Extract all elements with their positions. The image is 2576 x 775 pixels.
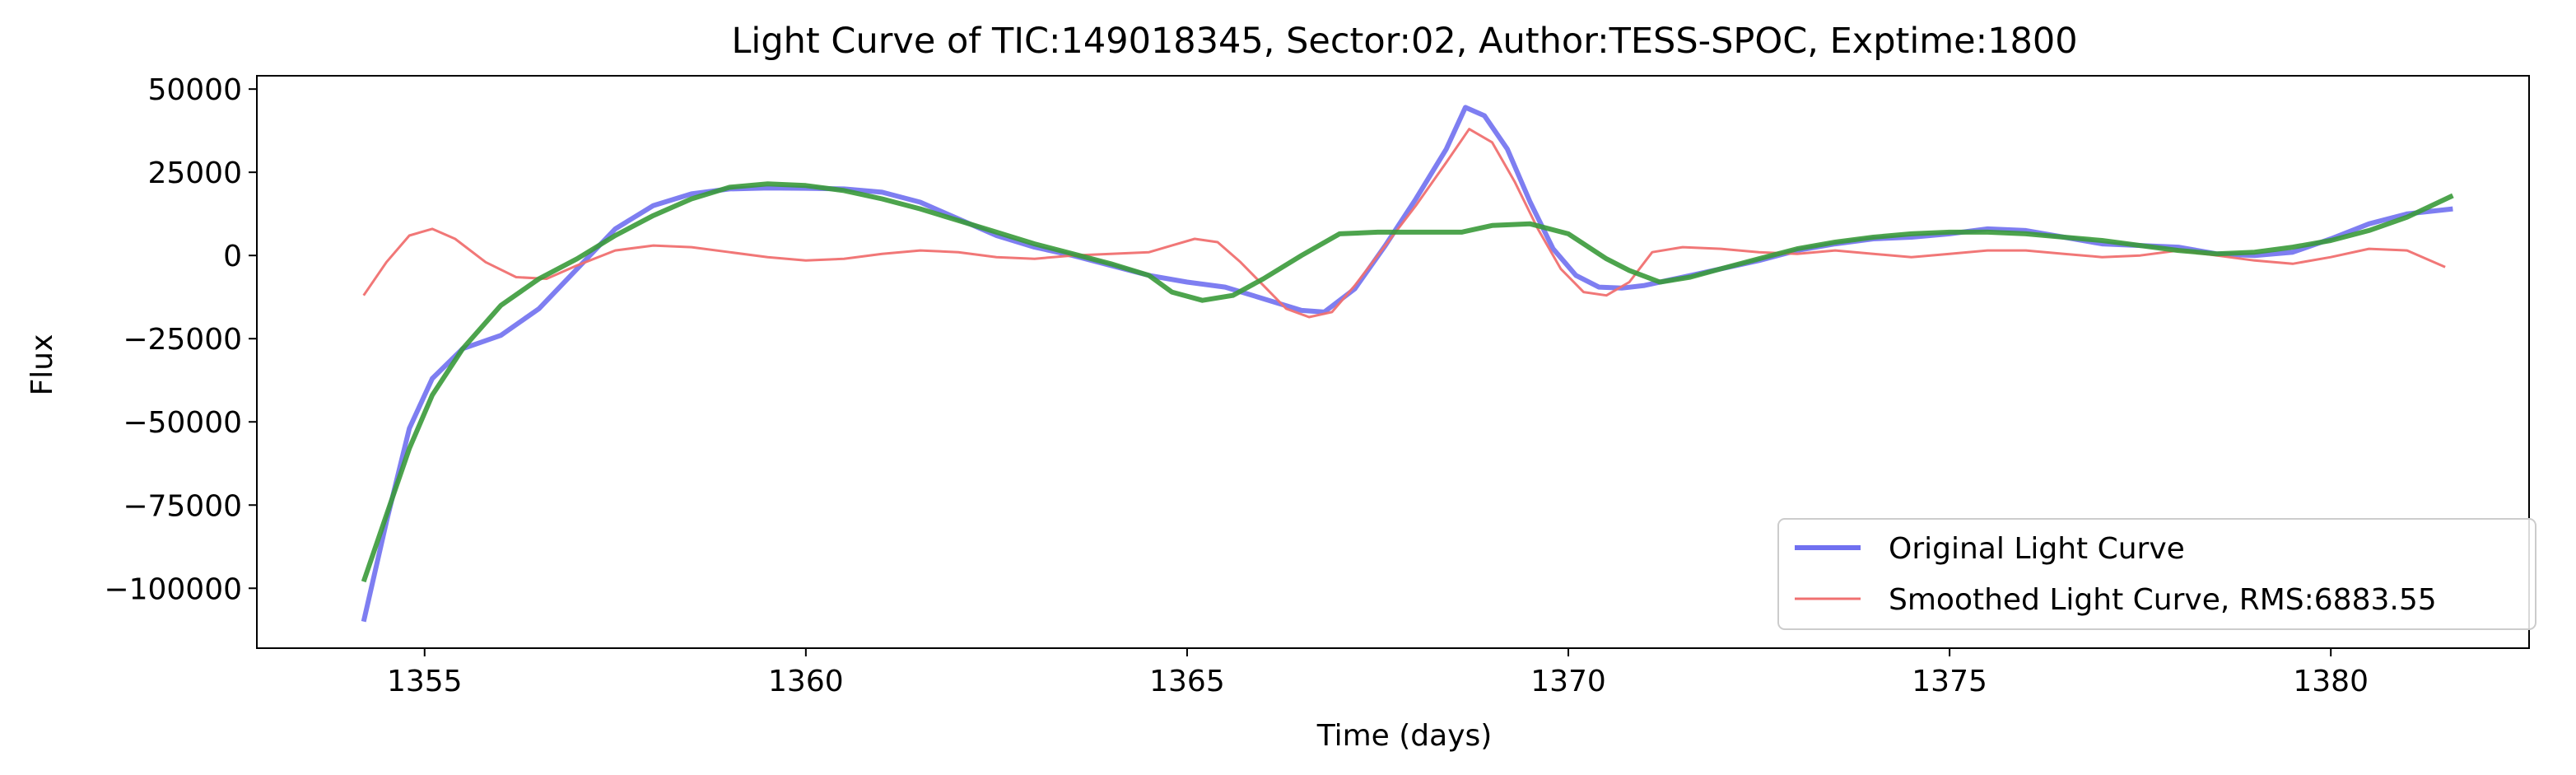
legend-label-smoothed: Smoothed Light Curve, RMS:6883.55 — [1889, 583, 2437, 617]
x-tick-label: 1375 — [1912, 665, 1987, 698]
y-tick-label: −50000 — [123, 406, 242, 440]
y-tick-label: 0 — [223, 240, 242, 273]
x-axis: 1355 1360 1365 1370 1375 1380 — [387, 648, 2369, 698]
x-tick-label: 1380 — [2293, 665, 2369, 698]
x-tick-label: 1365 — [1149, 665, 1225, 698]
y-tick-label: −100000 — [104, 572, 242, 606]
plot-area — [361, 105, 2454, 623]
series-green — [361, 181, 2454, 583]
y-tick-label: 50000 — [147, 73, 242, 107]
plot-frame — [256, 75, 2530, 649]
legend-box — [1777, 518, 2536, 630]
legend: Original Light Curve Smoothed Light Curv… — [1777, 518, 2536, 630]
x-tick-label: 1370 — [1530, 665, 1606, 698]
x-tick-label: 1360 — [768, 665, 844, 698]
y-tick-label: 25000 — [147, 156, 242, 190]
y-axis-label: Flux — [26, 334, 59, 396]
chart-title: Light Curve of TIC:149018345, Sector:02,… — [731, 21, 2077, 62]
y-tick-label: −25000 — [123, 323, 242, 357]
series-smoothed — [362, 128, 2446, 319]
x-tick-label: 1355 — [387, 665, 463, 698]
y-tick-label: −75000 — [123, 489, 242, 523]
legend-label-original: Original Light Curve — [1889, 532, 2185, 566]
y-axis: 50000 25000 0 −25000 −50000 −75000 −100000 — [104, 73, 257, 606]
x-axis-label: Time (days) — [1316, 719, 1493, 753]
